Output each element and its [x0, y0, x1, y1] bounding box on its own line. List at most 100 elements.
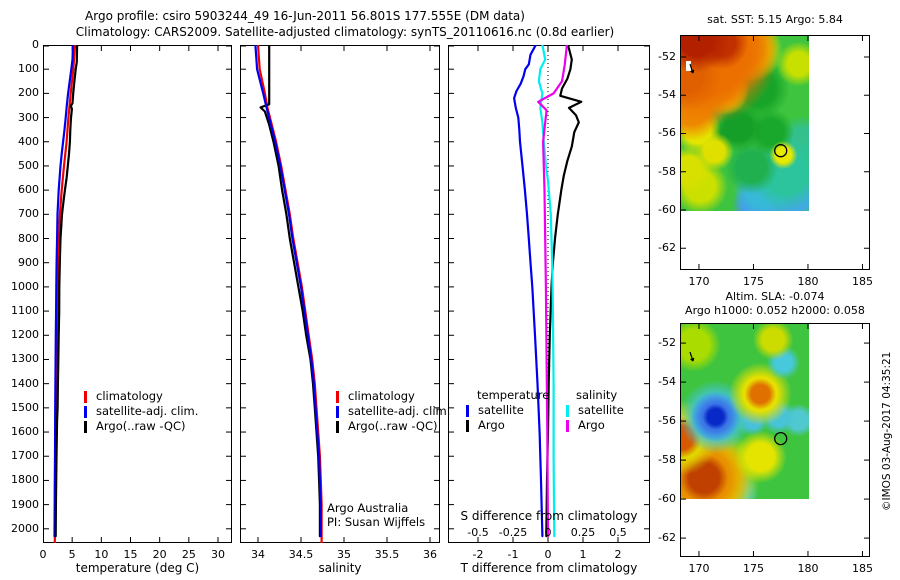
plot-border: [240, 45, 440, 543]
sla-map-title-line2: Argo h1000: 0.052 h2000: 0.058: [685, 304, 865, 317]
s-tick-label: -0.5: [467, 526, 489, 539]
legend-item: satellite-adj. clim.: [84, 404, 198, 419]
s-tick-label: 0.25: [570, 526, 596, 539]
figure-title-line2: Climatology: CARS2009. Satellite-adjuste…: [75, 25, 615, 39]
y-tick-label: 1400: [11, 376, 39, 390]
y-tick-label: 1200: [11, 328, 39, 342]
x-tick-label: 36: [423, 548, 437, 561]
y-tick-label: 1800: [11, 473, 39, 487]
annotation-line: PI: Susan Wijffels: [327, 515, 426, 529]
lat-tick-label: -60: [658, 202, 676, 216]
lon-tick-label: 185: [851, 275, 873, 288]
argo-color-chip: [336, 420, 339, 433]
legend-label: Argo: [478, 418, 505, 432]
series-s-satellite: [537, 45, 556, 538]
satellite-clim-color-chip: [84, 405, 87, 418]
s-argo-color-chip: [566, 419, 569, 432]
legend-item: satellite: [466, 403, 524, 418]
x-tick-label: 25: [181, 548, 196, 561]
y-tick-label: 1000: [11, 279, 39, 293]
sla-map-overlay: [680, 323, 870, 557]
sst-map-heatmap: [681, 36, 809, 211]
y-tick-label: 1300: [11, 352, 39, 366]
x-tick-label: -1: [507, 548, 519, 561]
salinity-profile-plot: [240, 45, 440, 543]
y-tick-label: 100: [18, 62, 39, 76]
plot-border: [43, 45, 232, 543]
lon-tick-label: 180: [797, 275, 819, 288]
temperature-legend: climatology satellite-adj. clim. Argo(..…: [84, 389, 198, 434]
y-tick-label: 400: [18, 134, 39, 148]
legend-label: climatology: [348, 389, 415, 403]
y-tick-label: 1700: [11, 449, 39, 463]
t-argo-color-chip: [466, 419, 469, 432]
series-satellite-adj-clim: [53, 45, 75, 538]
climatology-color-chip: [84, 390, 87, 403]
lat-tick-label: -52: [658, 336, 676, 350]
x-tick-label: 20: [152, 548, 167, 561]
legend-label: satellite-adj. clim.: [348, 404, 451, 418]
legend-label: satellite: [578, 403, 624, 417]
x-tick-label: 2: [614, 548, 622, 561]
legend-item: satellite: [566, 403, 624, 418]
sla-map-heatmap: [681, 324, 809, 499]
series-satellite-adj-clim: [254, 45, 322, 538]
temperature-profile-plot: [43, 45, 232, 543]
legend-label: climatology: [96, 389, 163, 403]
argo-australia-annotation: Argo Australia PI: Susan Wijffels: [327, 501, 425, 529]
x-tick-label: 34.5: [288, 548, 314, 561]
y-tick-label: 300: [18, 110, 39, 124]
lat-tick-label: -58: [658, 164, 676, 178]
drift-arrow-icon: [689, 63, 695, 74]
sst-map-title: sat. SST: 5.15 Argo: 5.84: [707, 13, 843, 26]
difference-profile-plot: [448, 45, 650, 543]
t-difference-axis-label: T difference from climatology: [460, 561, 638, 575]
legend-item: climatology: [84, 389, 198, 404]
sst-map-overlay: [680, 35, 870, 270]
temperature-axis-label: temperature (deg C): [75, 561, 200, 575]
lon-tick-label: 170: [688, 562, 710, 575]
legend-label: Argo(..raw -QC): [96, 419, 186, 433]
y-tick-label: 800: [18, 231, 39, 245]
s-tick-label: -0.25: [498, 526, 528, 539]
x-tick-label: 15: [123, 548, 138, 561]
map-border: [680, 35, 870, 270]
s-tick-label: 0: [544, 526, 552, 539]
legend-item: Argo: [566, 418, 624, 433]
legend-item: Argo: [466, 418, 524, 433]
s-tick-label: 0.5: [609, 526, 627, 539]
y-tick-label: 700: [18, 207, 39, 221]
y-tick-label: 1900: [11, 497, 39, 511]
series-t-satellite: [512, 45, 544, 538]
lat-tick-label: -58: [658, 453, 676, 467]
legend-label: satellite-adj. clim.: [96, 404, 199, 418]
y-tick-label: 500: [18, 158, 39, 172]
lat-tick-label: -62: [658, 531, 676, 545]
annotation-line: Argo Australia: [327, 501, 409, 515]
map-border: [680, 323, 870, 557]
float-position-marker: [774, 144, 788, 158]
climatology-color-chip: [336, 390, 339, 403]
diff-salinity-legend: satellite Argo: [566, 403, 624, 433]
x-tick-label: 35: [337, 548, 351, 561]
imos-watermark: ©IMOS 03-Aug-2017 04:35:21: [881, 351, 893, 511]
y-tick-label: 1100: [11, 304, 39, 318]
lon-tick-label: 175: [742, 275, 764, 288]
t-satellite-color-chip: [466, 404, 469, 417]
legend-label: satellite: [478, 403, 524, 417]
lon-tick-label: 185: [851, 562, 873, 575]
sst-map-panel: [680, 35, 870, 270]
lat-tick-label: -54: [658, 375, 676, 389]
legend-item: climatology: [336, 389, 450, 404]
salinity-legend: climatology satellite-adj. clim. Argo(..…: [336, 389, 450, 434]
y-tick-label: 600: [18, 183, 39, 197]
diff-temperature-legend: satellite Argo: [466, 403, 524, 433]
lat-tick-label: -56: [658, 126, 676, 140]
series-argo-raw-qc: [54, 45, 79, 538]
lon-tick-label: 175: [742, 562, 764, 575]
x-tick-label: 35.5: [374, 548, 400, 561]
x-tick-label: 10: [94, 548, 109, 561]
x-tick-label: 30: [210, 548, 225, 561]
temperature-panel: [43, 45, 232, 543]
lat-tick-label: -62: [658, 241, 676, 255]
